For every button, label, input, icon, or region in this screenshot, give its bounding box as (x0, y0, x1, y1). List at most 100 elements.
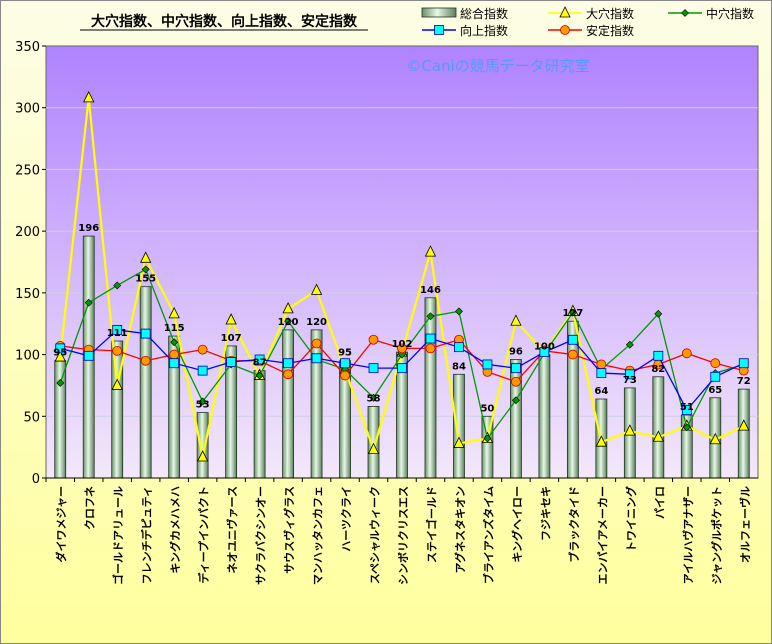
marker-square (169, 358, 180, 369)
marker-square (710, 371, 721, 382)
bar-value-label: 115 (164, 323, 185, 334)
bar (538, 354, 551, 479)
marker-square (425, 333, 436, 344)
bar-value-label: 107 (221, 333, 242, 344)
marker-triangle (168, 306, 180, 319)
bar (196, 412, 209, 479)
marker-square (681, 405, 692, 416)
y-tick-label: 250 (15, 163, 40, 178)
x-tick-label: オルフェーヴル (738, 486, 752, 563)
marker-diamond (170, 338, 179, 347)
x-tick-label: フジキセキ (539, 486, 552, 541)
bar-value-label: 65 (708, 385, 722, 396)
bar (139, 286, 152, 479)
marker-square (596, 368, 607, 378)
marker-diamond (84, 298, 93, 307)
marker-circle (340, 370, 350, 381)
marker-diamond (654, 309, 663, 318)
marker-square (340, 358, 350, 369)
marker-square (539, 347, 550, 358)
x-tick-label: マンハッタンカフェ (312, 486, 325, 585)
marker-triangle (83, 90, 95, 103)
legend-label: 総合指数 (460, 6, 508, 21)
legend-swatch (421, 7, 457, 18)
bar-value-label: 196 (78, 223, 99, 234)
marker-triangle (624, 424, 636, 436)
bar-value-labels: 95 196 111 155 115 53 107 87 120 120 95 58 102 146 84 5… (53, 223, 750, 414)
x-tick-label: パイロ (653, 486, 666, 519)
bar-value-label: 120 (306, 317, 327, 328)
marker-diamond (198, 397, 207, 406)
marker-diamond (455, 307, 463, 316)
legend-label: 安定指数 (586, 23, 634, 38)
x-tick-label: キングカメハメハ (168, 486, 182, 574)
marker-square (283, 358, 293, 369)
marker-square (140, 328, 151, 339)
x-tick-label: サウスヴィグラス (282, 486, 296, 574)
marker-triangle (282, 302, 294, 314)
marker-circle (425, 343, 436, 354)
bar (253, 370, 266, 479)
bar-value-label: 95 (53, 348, 67, 359)
x-tick-label: シンボリクリスエス (396, 486, 410, 585)
bar (310, 329, 323, 479)
x-tick-label: ゴールドアリュール (111, 486, 125, 585)
bar-value-label: 72 (737, 376, 751, 387)
x-tick-label: エンパイアメーカー (596, 486, 609, 584)
marker-diamond (141, 265, 150, 274)
bar-value-label: 146 (420, 285, 441, 296)
marker-circle (197, 344, 208, 355)
marker-triangle (424, 245, 437, 257)
y-tick-label: 50 (23, 410, 40, 425)
marker-circle (596, 359, 607, 370)
marker-square (624, 369, 635, 380)
y-tick-label: 100 (15, 349, 40, 364)
legend-label: 中穴指数 (706, 6, 754, 21)
marker-square (226, 357, 237, 367)
bar (54, 360, 67, 479)
bar-value-label: 96 (509, 347, 523, 358)
marker-square (55, 343, 66, 354)
x-tick-label: フレンチデピュティ (140, 486, 154, 584)
marker-triangle (738, 419, 750, 431)
bar-value-label: 73 (623, 375, 637, 386)
marker-triangle (225, 313, 237, 325)
marker-triangle (652, 430, 664, 442)
marker-square (83, 350, 94, 361)
marker-circle (311, 338, 322, 349)
x-tick-label: キングヘイロー (510, 486, 524, 563)
watermark: ©Caniの競馬データ研究室 (406, 57, 589, 75)
bar (424, 297, 437, 479)
x-tick-label: サクラバクシンオー (255, 486, 268, 585)
x-tick-label: アグネスタキオン (453, 486, 467, 573)
marker-circle (283, 369, 293, 380)
x-tick-label: ブラックタイド (567, 486, 581, 563)
bar (453, 373, 465, 479)
marker-square (738, 358, 749, 369)
chart-title: 大穴指数、中穴指数、向上指数、安定指数 (91, 13, 358, 30)
marker-triangle (54, 350, 66, 362)
marker-triangle (140, 251, 152, 263)
marker-diamond (56, 379, 65, 387)
bar-value-label: 51 (680, 402, 694, 413)
marker-diamond (511, 396, 520, 405)
legend-item: 中穴指数 (668, 6, 754, 21)
marker-diamond (625, 340, 634, 349)
bar (282, 329, 294, 479)
marker-circle (368, 334, 379, 345)
marker-circle (710, 358, 721, 369)
y-tick-label: 0 (32, 472, 40, 487)
marker-triangle (111, 378, 123, 390)
legend-item: 総合指数 (421, 6, 508, 21)
marker-square (254, 354, 265, 365)
bar-value-label: 100 (534, 342, 555, 353)
marker-circle (397, 343, 407, 354)
marker-diamond (369, 393, 378, 402)
marker-triangle (510, 314, 522, 326)
bar-value-label: 64 (594, 386, 608, 397)
bar-value-label: 87 (253, 358, 267, 369)
marker-diamond (682, 423, 691, 432)
y-tick-label: 200 (15, 225, 40, 240)
bar-value-label: 53 (196, 400, 210, 411)
